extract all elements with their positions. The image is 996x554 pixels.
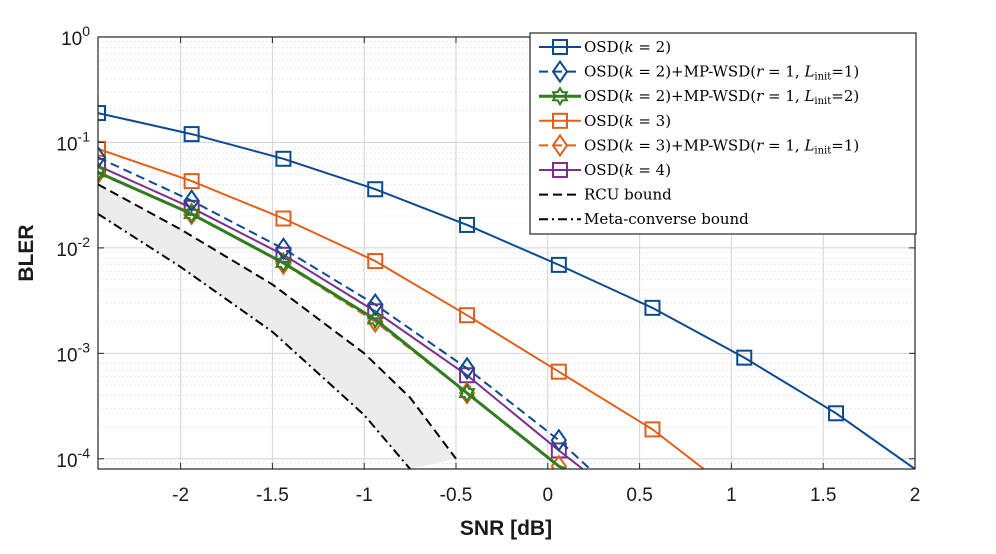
legend-entry: OSD(k = 2) xyxy=(584,38,671,56)
legend-entry: OSD(k = 3)+MP-WSD(r = 1, Linit=1) xyxy=(584,136,859,156)
series-line xyxy=(98,112,915,469)
series-marker xyxy=(98,162,107,183)
legend-entry: OSD(k = 2)+MP-WSD(r = 1, Linit=2) xyxy=(584,87,859,107)
x-axis-label: SNR [dB] xyxy=(460,517,552,540)
legend-entry: Meta-converse bound xyxy=(584,210,749,228)
legend-entry: OSD(k = 4) xyxy=(584,161,671,179)
series-3 xyxy=(98,162,567,469)
series-marker xyxy=(98,161,107,186)
series-1 xyxy=(98,105,915,469)
bounds-gap-fill xyxy=(98,184,457,469)
series-marker xyxy=(98,105,106,122)
series-marker xyxy=(828,405,845,422)
series-marker xyxy=(458,356,476,381)
y-tick-label: 10-3 xyxy=(56,339,90,366)
series-marker xyxy=(459,307,476,324)
x-tick-label: 0.5 xyxy=(626,485,652,506)
series-7 xyxy=(98,183,457,460)
y-axis-label: BLER xyxy=(15,224,38,281)
series-marker xyxy=(183,173,200,190)
legend-box xyxy=(529,32,917,235)
x-tick-label: 1 xyxy=(726,485,737,506)
series-marker xyxy=(367,181,384,198)
series-marker xyxy=(550,256,567,273)
shaded-region xyxy=(98,184,457,469)
series-line xyxy=(98,171,567,469)
y-tick-label: 10-4 xyxy=(56,445,90,472)
y-tick-label: 100 xyxy=(61,23,90,50)
series-line xyxy=(98,213,411,469)
legend-marker xyxy=(552,112,568,129)
series-marker xyxy=(275,237,292,261)
series-line xyxy=(98,156,591,469)
series-marker xyxy=(644,421,661,438)
series-marker xyxy=(275,150,292,167)
series-2 xyxy=(98,145,591,469)
y-tick-label: 10-2 xyxy=(56,234,90,261)
series-marker xyxy=(644,299,661,316)
legend-marker xyxy=(551,86,569,107)
series-line xyxy=(98,147,705,469)
legend-marker xyxy=(552,162,568,178)
x-tick-label: -0.5 xyxy=(440,485,473,506)
series-layer xyxy=(98,105,915,469)
series-marker xyxy=(183,126,200,143)
x-tick-label: -2 xyxy=(172,485,189,506)
x-tick-label: 1.5 xyxy=(810,485,836,506)
legend: OSD(k = 2) OSD(k = 2)+MP-WSD(r = 1, Linit… xyxy=(529,32,917,235)
ticks: -2 -1.5 -1 -0.5 0 0.5 1 1.5 2 10-4 10-3 10-2 10-1 100 xyxy=(56,23,920,506)
series-marker xyxy=(459,216,476,233)
x-tick-label: -1.5 xyxy=(256,485,289,506)
series-marker xyxy=(98,140,106,157)
legend-marker xyxy=(551,59,569,84)
legend-entry: OSD(k = 2)+MP-WSD(r = 1, Linit=1) xyxy=(584,63,859,83)
plot-frame xyxy=(97,36,916,470)
x-tick-label: 2 xyxy=(910,485,921,506)
legend-entry: RCU bound xyxy=(584,186,672,204)
series-line xyxy=(98,183,457,460)
x-tick-label: 0 xyxy=(543,485,554,506)
legend-marker xyxy=(552,39,568,55)
series-marker xyxy=(367,292,384,317)
series-4 xyxy=(98,140,705,469)
series-marker xyxy=(274,252,293,273)
series-marker xyxy=(550,428,568,452)
series-8 xyxy=(98,213,411,469)
series-marker xyxy=(550,363,567,380)
series-marker xyxy=(98,145,107,170)
series-marker xyxy=(275,210,292,227)
series-marker xyxy=(182,203,201,224)
legend-entry: OSD(k = 3) xyxy=(584,112,671,130)
y-tick-label: 10-1 xyxy=(56,128,90,155)
series-marker xyxy=(367,253,384,270)
series-marker xyxy=(366,309,384,330)
series-marker xyxy=(736,349,753,366)
series-marker xyxy=(183,188,200,213)
legend-marker xyxy=(551,133,569,158)
series-marker xyxy=(98,157,106,174)
x-tick-label: -1 xyxy=(356,485,373,506)
series-marker xyxy=(458,383,476,404)
